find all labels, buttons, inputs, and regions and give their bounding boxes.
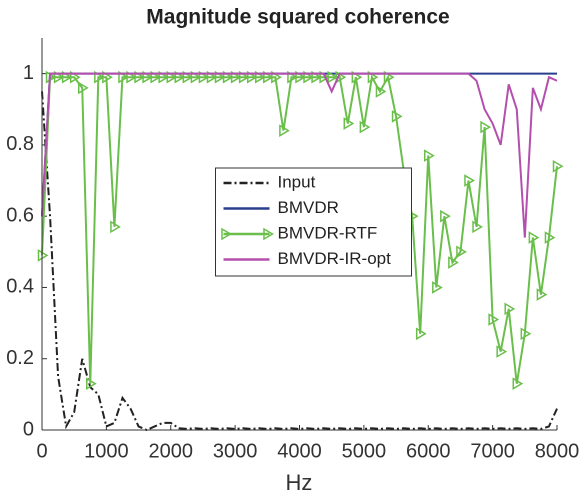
- series-marker: [69, 70, 81, 84]
- legend-label: BMVDR-RTF: [278, 223, 378, 242]
- series-marker: [528, 231, 540, 244]
- series-marker: [552, 159, 564, 173]
- series-marker: [295, 70, 306, 84]
- series-marker: [206, 70, 218, 84]
- series-marker: [512, 377, 524, 390]
- x-tick-label: 3000: [213, 440, 258, 462]
- series-marker: [375, 85, 387, 98]
- series-marker: [230, 70, 242, 84]
- y-tick-label: 0.4: [6, 276, 34, 298]
- series-marker: [118, 70, 129, 84]
- series-marker: [367, 70, 379, 84]
- series-marker: [158, 70, 170, 84]
- x-tick-label: 7000: [470, 440, 515, 462]
- series-marker: [174, 70, 186, 84]
- legend-marker: [221, 227, 232, 241]
- series-marker: [359, 120, 371, 134]
- legend-label: BMVDR: [278, 198, 339, 217]
- series-marker: [472, 220, 484, 234]
- series-marker: [126, 70, 137, 84]
- series-marker: [190, 70, 202, 84]
- series-marker: [53, 70, 65, 84]
- series-marker: [504, 302, 516, 316]
- series-marker: [343, 117, 355, 130]
- series-marker: [271, 70, 282, 84]
- legend-label: BMVDR-IR-opt: [278, 249, 392, 268]
- series-marker: [464, 174, 475, 187]
- series-marker: [287, 70, 298, 84]
- series-marker: [311, 70, 323, 84]
- x-tick-label: 4000: [277, 440, 322, 462]
- series-marker: [246, 70, 258, 84]
- x-tick-label: 1000: [84, 440, 129, 462]
- series-marker: [102, 70, 113, 84]
- series-marker: [536, 288, 548, 301]
- x-tick-label: 8000: [535, 440, 580, 462]
- series-marker: [327, 70, 339, 84]
- series-marker: [150, 70, 162, 84]
- y-tick-label: 1: [23, 62, 34, 84]
- series-marker: [520, 327, 532, 341]
- y-tick-label: 0.2: [6, 347, 34, 369]
- series-marker: [198, 70, 210, 84]
- series-marker: [424, 149, 435, 162]
- series-marker: [448, 256, 459, 269]
- series-marker: [496, 345, 508, 358]
- series-marker: [383, 70, 395, 84]
- series-marker: [86, 377, 97, 390]
- series-marker: [214, 70, 226, 84]
- series-marker: [440, 209, 451, 223]
- x-axis-label: Hz: [286, 470, 313, 495]
- series-marker: [94, 70, 105, 84]
- x-tick-label: 6000: [406, 440, 451, 462]
- chart-title: Magnitude squared coherence: [146, 6, 449, 29]
- series-marker: [77, 81, 89, 95]
- series-line: [41, 72, 558, 238]
- y-tick-label: 0.8: [6, 133, 34, 155]
- series-marker: [456, 245, 467, 259]
- x-tick-label: 5000: [342, 440, 387, 462]
- series-marker: [303, 70, 315, 84]
- series-marker: [391, 110, 403, 123]
- legend-marker: [263, 227, 274, 241]
- series-marker: [351, 70, 363, 84]
- y-tick-label: 0.6: [6, 204, 34, 226]
- series-marker: [544, 231, 556, 244]
- series-marker: [110, 220, 121, 234]
- series-marker: [222, 70, 234, 84]
- series-marker: [61, 70, 73, 84]
- series-marker: [480, 120, 492, 134]
- series-marker: [166, 70, 178, 84]
- y-tick-label: 0: [23, 418, 34, 440]
- series-marker: [134, 70, 146, 84]
- series-marker: [432, 281, 443, 294]
- legend-label: Input: [278, 172, 316, 191]
- series-line: [41, 91, 558, 432]
- series-marker: [335, 70, 347, 84]
- x-tick-label: 0: [36, 440, 47, 462]
- series-marker: [142, 70, 154, 84]
- series-marker: [37, 249, 49, 262]
- series-marker: [255, 70, 266, 84]
- legend-box: [215, 167, 412, 277]
- series-marker: [279, 124, 290, 137]
- series-marker: [488, 313, 500, 326]
- series-marker: [263, 70, 274, 84]
- x-tick-label: 2000: [149, 440, 194, 462]
- series-marker: [415, 327, 427, 341]
- series-marker: [238, 70, 250, 84]
- series-marker: [182, 70, 194, 84]
